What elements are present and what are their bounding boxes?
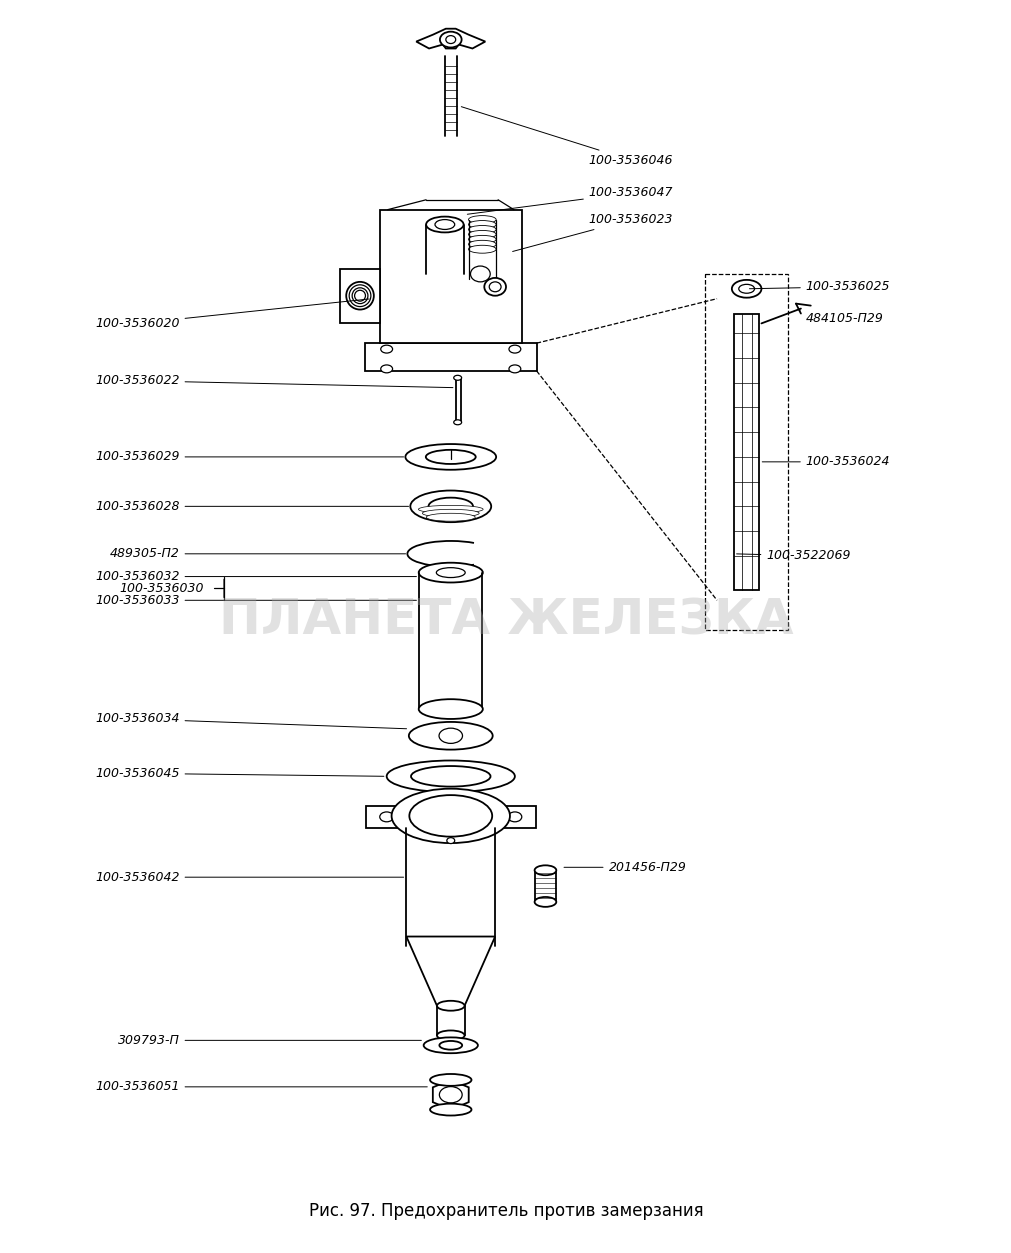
Text: 100-3536047: 100-3536047	[467, 187, 672, 214]
Ellipse shape	[468, 226, 495, 233]
Ellipse shape	[439, 728, 462, 743]
Ellipse shape	[439, 1086, 462, 1103]
Ellipse shape	[426, 450, 475, 464]
Ellipse shape	[534, 866, 556, 875]
Polygon shape	[433, 1080, 468, 1110]
Ellipse shape	[380, 345, 392, 353]
Bar	[379, 209, 522, 343]
Bar	[340, 269, 379, 323]
Ellipse shape	[428, 497, 472, 515]
Text: 309793-П: 309793-П	[117, 1034, 421, 1046]
Text: 100-3536022: 100-3536022	[95, 375, 453, 387]
Ellipse shape	[422, 509, 478, 517]
Ellipse shape	[352, 288, 368, 303]
Text: 100-3536025: 100-3536025	[749, 281, 890, 293]
Ellipse shape	[468, 236, 495, 243]
Text: 100-3536042: 100-3536042	[95, 871, 403, 883]
Text: 484105-П29: 484105-П29	[797, 309, 883, 325]
Polygon shape	[406, 936, 494, 1006]
Polygon shape	[416, 29, 485, 49]
Text: 100-3536034: 100-3536034	[95, 713, 406, 729]
Text: 100-3536023: 100-3536023	[513, 213, 672, 252]
Ellipse shape	[408, 722, 492, 749]
Polygon shape	[365, 343, 536, 371]
Polygon shape	[534, 871, 556, 902]
Ellipse shape	[453, 420, 461, 425]
Text: 201456-П29: 201456-П29	[563, 861, 685, 873]
Bar	[437, 1006, 464, 1035]
Text: Рис. 97. Предохранитель против замерзания: Рис. 97. Предохранитель против замерзани…	[308, 1203, 703, 1220]
Bar	[733, 313, 758, 590]
Text: 100-3536024: 100-3536024	[761, 455, 890, 469]
Ellipse shape	[488, 282, 500, 292]
Ellipse shape	[509, 345, 521, 353]
Ellipse shape	[453, 376, 461, 380]
Ellipse shape	[391, 788, 510, 843]
Ellipse shape	[354, 291, 365, 301]
Ellipse shape	[408, 796, 491, 837]
Ellipse shape	[349, 284, 370, 307]
Text: 100-3536032: 100-3536032	[95, 570, 416, 583]
Ellipse shape	[424, 1037, 477, 1054]
Ellipse shape	[738, 284, 754, 293]
Ellipse shape	[468, 216, 495, 223]
Text: 100-3536033: 100-3536033	[95, 594, 416, 606]
Ellipse shape	[508, 812, 522, 822]
Ellipse shape	[484, 278, 506, 296]
Ellipse shape	[419, 563, 482, 583]
Ellipse shape	[426, 217, 463, 232]
Ellipse shape	[418, 505, 482, 514]
Ellipse shape	[468, 231, 495, 238]
Ellipse shape	[379, 812, 393, 822]
Ellipse shape	[419, 699, 482, 719]
Ellipse shape	[440, 31, 461, 48]
Ellipse shape	[534, 897, 556, 907]
Ellipse shape	[447, 838, 454, 843]
Ellipse shape	[430, 1074, 471, 1086]
Ellipse shape	[430, 1104, 471, 1115]
Ellipse shape	[468, 221, 495, 228]
Polygon shape	[366, 806, 535, 828]
Ellipse shape	[439, 1041, 462, 1050]
Text: 100-3522069: 100-3522069	[736, 549, 850, 563]
Ellipse shape	[405, 444, 495, 470]
Ellipse shape	[437, 1030, 464, 1040]
Ellipse shape	[426, 514, 475, 521]
Ellipse shape	[346, 282, 373, 309]
Ellipse shape	[435, 219, 454, 229]
Ellipse shape	[446, 35, 455, 44]
Ellipse shape	[380, 365, 392, 373]
Bar	[705, 274, 788, 630]
Ellipse shape	[470, 266, 489, 282]
Text: 100-3536051: 100-3536051	[95, 1080, 427, 1094]
Ellipse shape	[409, 490, 490, 523]
Text: 100-3536029: 100-3536029	[95, 450, 403, 464]
Ellipse shape	[509, 365, 521, 373]
Text: 100-3536046: 100-3536046	[461, 107, 672, 167]
Text: 100-3536028: 100-3536028	[95, 500, 408, 512]
Text: 489305-П2: 489305-П2	[109, 548, 405, 560]
Text: 100-3536030: 100-3536030	[119, 581, 204, 595]
Ellipse shape	[468, 246, 495, 253]
Ellipse shape	[437, 1001, 464, 1011]
Ellipse shape	[386, 761, 515, 792]
Ellipse shape	[731, 279, 760, 298]
Text: 100-3536020: 100-3536020	[95, 299, 369, 330]
Ellipse shape	[468, 241, 495, 248]
Ellipse shape	[410, 766, 490, 787]
Text: ПЛАНЕТА ЖЕЛЕЗКА: ПЛАНЕТА ЖЕЛЕЗКА	[218, 596, 793, 644]
Text: 100-3536045: 100-3536045	[95, 767, 383, 779]
Ellipse shape	[436, 568, 465, 578]
